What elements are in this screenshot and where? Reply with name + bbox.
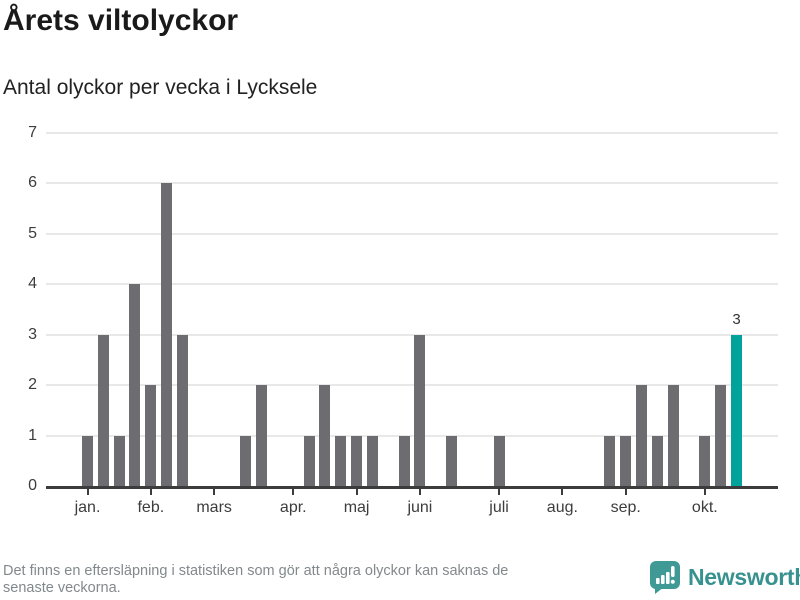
x-tick-apr xyxy=(292,489,295,495)
x-tick-sep xyxy=(624,489,627,495)
y-tick-label-4: 4 xyxy=(28,275,37,293)
gridline-7 xyxy=(46,132,778,134)
y-tick-label-7: 7 xyxy=(28,124,37,141)
x-tick-okt xyxy=(703,489,706,495)
bar-week-27 xyxy=(493,435,505,486)
gridline-3 xyxy=(46,333,778,336)
x-tick-juni xyxy=(418,489,421,495)
bar-week-7 xyxy=(176,334,188,486)
bar-week-19 xyxy=(366,435,378,486)
footnote: Det finns en eftersläpning i statistiken… xyxy=(3,563,648,597)
bar-week-6 xyxy=(161,183,173,486)
y-tick-label-5: 5 xyxy=(28,224,37,242)
x-tick-juli xyxy=(498,489,501,495)
bar-week-38 xyxy=(667,385,679,486)
x-tick-label-apr: apr. xyxy=(279,499,307,516)
x-tick-label-aug: aug. xyxy=(546,499,578,516)
gridline-4 xyxy=(46,283,778,286)
bar-week-2 xyxy=(97,334,109,486)
x-tick-aug xyxy=(561,489,564,495)
x-tick-mars xyxy=(213,489,216,495)
x-tick-label-juli: juli xyxy=(489,499,509,516)
bar-week-40 xyxy=(699,435,711,486)
y-axis: 0 1 2 3 4 5 6 7 xyxy=(0,124,37,494)
footnote-line-1: Det finns en eftersläpning i statistiken… xyxy=(3,563,509,579)
x-tick-label-maj: maj xyxy=(343,499,370,516)
page-title: Årets viltolyckor xyxy=(3,4,239,37)
bar-week-24 xyxy=(446,435,458,486)
x-tick-jan xyxy=(86,489,89,495)
bar-value-label: 3 xyxy=(732,310,741,328)
footnote-line-2: senaste veckorna. xyxy=(3,580,121,596)
bar-week-37 xyxy=(651,435,663,486)
gridline-5 xyxy=(46,232,778,235)
y-tick-label-1: 1 xyxy=(28,426,37,444)
brand-wordmark: Newsworthy xyxy=(688,563,800,590)
y-tick-label-3: 3 xyxy=(28,325,37,343)
x-tick-label-feb: feb. xyxy=(137,499,165,516)
bar-week-22 xyxy=(414,334,426,486)
x-tick-feb xyxy=(149,489,152,495)
bar-week-12 xyxy=(256,385,268,486)
bar-week-15 xyxy=(303,435,315,486)
newsworthy-logo-icon xyxy=(650,560,680,594)
bar-week-34 xyxy=(604,435,616,486)
plot-area: jan. feb. mars apr. maj juni juli aug. sep. okt. 3 xyxy=(46,132,778,516)
bar-week-35 xyxy=(620,435,632,486)
x-tick-label-mars: mars xyxy=(196,499,232,516)
gridline-1 xyxy=(46,434,778,437)
x-tick-label-sep: sep. xyxy=(610,499,641,516)
bar-week-36 xyxy=(636,385,648,486)
newsworthy-brand: Newsworthy xyxy=(650,560,800,594)
bar-week-41 xyxy=(715,385,727,486)
gridline-6 xyxy=(46,182,778,185)
gridline-2 xyxy=(46,384,778,387)
bar-week-11 xyxy=(240,435,252,486)
x-tick-maj xyxy=(355,489,358,495)
x-tick-label-jan: jan. xyxy=(74,499,101,516)
bar-week-1 xyxy=(82,435,93,486)
bar-week-16 xyxy=(319,385,331,486)
x-tick-label-okt: okt. xyxy=(691,499,718,516)
y-tick-label-0: 0 xyxy=(28,477,37,494)
bar-week-18 xyxy=(351,435,363,486)
y-tick-label-6: 6 xyxy=(28,174,37,192)
bar-week-5 xyxy=(145,385,157,486)
chart-subtitle: Antal olyckor per vecka i Lycksele xyxy=(3,76,318,99)
bar-week-3 xyxy=(113,435,125,486)
bar-week-42 xyxy=(731,334,742,486)
y-tick-label-2: 2 xyxy=(28,376,37,394)
bar-week-17 xyxy=(335,435,347,486)
bar-week-4 xyxy=(129,284,141,486)
bar-week-21 xyxy=(398,435,410,486)
x-tick-label-juni: juni xyxy=(407,499,433,516)
